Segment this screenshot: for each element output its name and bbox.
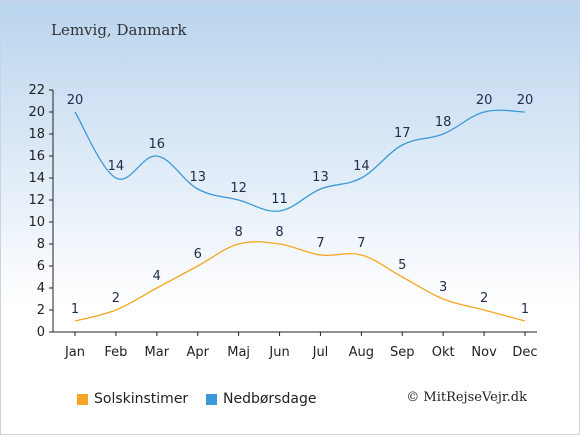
x-tick-label: Jan [64,345,85,360]
data-label-sunshine: 4 [153,269,161,284]
series-line-rain-days [74,109,526,212]
data-label-rain-days: 16 [149,137,166,152]
data-label-sunshine: 1 [521,302,529,317]
data-label-sunshine: 3 [439,280,447,295]
x-tick-label: Okt [432,345,455,360]
data-label-rain-days: 20 [476,93,493,108]
data-label-rain-days: 18 [435,115,452,130]
y-tick-label: 0 [37,325,45,340]
data-label-sunshine: 8 [275,225,283,240]
legend-item-sunshine: Solskinstimer [77,391,188,407]
y-tick-label: 10 [28,215,45,230]
data-label-rain-days: 17 [394,126,411,141]
data-label-sunshine: 2 [112,291,120,306]
x-tick-label: Jun [268,345,289,360]
data-label-rain-days: 12 [230,181,247,196]
series-line-sunshine [74,241,526,322]
x-tick-label: Sep [390,345,415,360]
y-tick-label: 4 [37,281,45,296]
x-tick-label: Aug [349,345,374,360]
data-label-sunshine: 1 [71,302,79,317]
data-label-rain-days: 14 [108,159,125,174]
data-label-sunshine: 5 [398,258,406,273]
data-label-rain-days: 13 [312,170,329,185]
data-label-sunshine: 6 [194,247,202,262]
y-tick-label: 22 [28,83,45,98]
data-label-rain-days: 11 [271,192,288,207]
y-tick-label: 16 [28,149,45,164]
y-tick-label: 20 [28,105,45,120]
data-label-rain-days: 13 [189,170,206,185]
credit-text: © MitRejseVejr.dk [406,390,527,405]
x-tick-label: Mar [145,345,170,360]
data-label-sunshine: 8 [234,225,242,240]
legend-swatch-rain-days [206,393,217,405]
chart-title: Lemvig, Danmark [51,21,187,39]
x-tick-label: Nov [471,345,497,360]
x-tick-label: Apr [186,345,209,360]
y-tick-label: 6 [37,259,45,274]
data-label-rain-days: 20 [517,93,534,108]
y-tick-label: 2 [37,303,45,318]
legend-label-rain-days: Nedbørsdage [223,391,317,407]
x-tick-label: Feb [104,345,127,360]
y-tick-label: 14 [28,171,45,186]
data-label-sunshine: 7 [357,236,365,251]
legend-item-rain-days: Nedbørsdage [206,391,316,407]
data-label-sunshine: 2 [480,291,488,306]
legend-swatch-sunshine [77,393,88,405]
y-tick-label: 12 [28,193,45,208]
x-tick-label: Maj [227,345,250,360]
legend-label-sunshine: Solskinstimer [94,391,189,407]
x-tick-label: Jul [312,345,329,360]
data-label-sunshine: 7 [316,236,324,251]
y-tick-label: 18 [28,127,45,142]
y-tick-label: 8 [37,237,45,252]
data-label-rain-days: 14 [353,159,370,174]
x-tick-label: Dec [512,345,537,360]
data-label-rain-days: 20 [67,93,84,108]
